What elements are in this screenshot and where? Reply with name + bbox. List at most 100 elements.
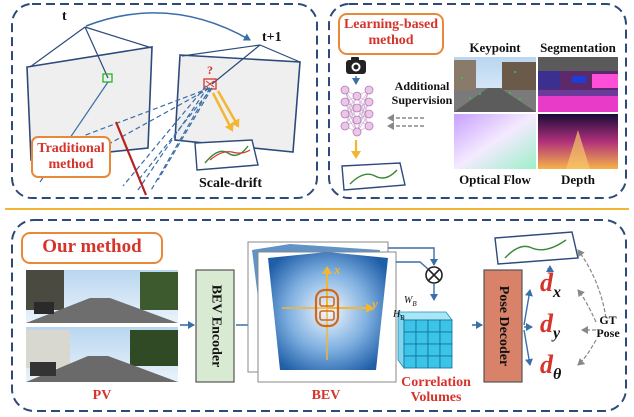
correlation-cell xyxy=(427,319,441,333)
segmentation-label: Segmentation xyxy=(540,40,616,55)
nn-node xyxy=(340,109,350,119)
our-method-label-box xyxy=(21,232,163,264)
keypoint-label: Keypoint xyxy=(469,40,521,55)
frame-t1 xyxy=(174,54,301,153)
nn-node xyxy=(364,121,374,131)
correlation-cell xyxy=(427,331,441,345)
correlation-cell xyxy=(439,319,453,333)
pv-image-1 xyxy=(26,270,178,323)
nn-node xyxy=(352,91,362,101)
scale-drift-label: Scale-drift xyxy=(199,176,262,191)
ours-panel xyxy=(11,219,627,412)
frame-t1-label: t+1 xyxy=(262,30,282,45)
wb-main: W xyxy=(404,295,413,306)
car-icon xyxy=(314,288,340,328)
nn-node xyxy=(364,97,374,107)
correlation-cell xyxy=(439,343,453,357)
dx-output: dx xyxy=(540,268,561,302)
correlation-cell xyxy=(427,355,441,369)
pose-decoder-label-wrap: Pose Decoder xyxy=(484,270,522,382)
correlation-cell xyxy=(415,355,429,369)
dx-main: d xyxy=(540,268,553,297)
traditional-title-line2: method xyxy=(48,157,94,172)
bev-encoder-block xyxy=(195,269,235,383)
pv-image-2 xyxy=(26,327,178,382)
neural-network-icon xyxy=(340,85,374,137)
learning-trajectory-card xyxy=(341,162,406,191)
query-mark: ? xyxy=(207,63,213,77)
correlation-cell xyxy=(415,343,429,357)
nn-node xyxy=(352,127,362,137)
scale-drift-card xyxy=(194,139,259,171)
correlation-cell xyxy=(403,319,417,333)
dtheta-output: dθ xyxy=(540,350,561,384)
camera-icon xyxy=(346,57,366,74)
bev-encoder-label-wrap: BEV Encoder xyxy=(196,270,234,382)
axis-y-label: y xyxy=(372,296,378,311)
dy-main: d xyxy=(540,309,553,338)
our-method-title: Our method xyxy=(42,236,142,257)
correlation-multiply-icon xyxy=(425,266,443,284)
optical-flow-image xyxy=(454,114,536,169)
traditional-panel xyxy=(11,3,318,199)
traditional-title: Traditional method xyxy=(32,141,110,173)
bev-feature-map xyxy=(247,241,397,383)
learning-title-line1: Learning-based xyxy=(343,17,439,32)
nn-node xyxy=(352,115,362,125)
traditional-title-line1: Traditional xyxy=(37,141,105,156)
axis-x-label: x xyxy=(334,262,341,277)
gt-line1: GT xyxy=(599,313,617,327)
optical-flow-label: Optical Flow xyxy=(459,172,531,187)
bev-encoder-label: BEV Encoder xyxy=(208,284,223,368)
hb-main: H xyxy=(393,309,401,320)
depth-label: Depth xyxy=(561,172,595,187)
correlation-cell xyxy=(439,355,453,369)
learning-title: Learning-based method xyxy=(339,17,443,49)
dy-output: dy xyxy=(540,309,560,343)
dtheta-sub: θ xyxy=(553,366,562,384)
bev-label: BEV xyxy=(311,388,341,403)
correlation-line1: Correlation xyxy=(401,375,471,390)
nn-node xyxy=(340,97,350,107)
traditional-label-box xyxy=(31,136,111,178)
gt-pose-label: GT Pose xyxy=(590,314,626,340)
gt-line2: Pose xyxy=(596,326,620,340)
keypoint-image xyxy=(454,57,536,112)
output-trajectory-card xyxy=(494,231,579,265)
hb-sub: B xyxy=(400,314,405,322)
supervision-label: Additional Supervision xyxy=(386,79,458,107)
depth-image xyxy=(538,114,618,169)
correlation-cube-top xyxy=(397,311,453,321)
correlation-cell xyxy=(415,319,429,333)
correlation-cell xyxy=(403,355,417,369)
hb-label: HB xyxy=(393,309,405,322)
wb-sub: B xyxy=(412,300,417,308)
dtheta-main: d xyxy=(540,350,553,379)
correlation-cell xyxy=(439,331,453,345)
wb-label: WB xyxy=(404,295,417,308)
correlation-cell xyxy=(415,331,429,345)
correlation-cell xyxy=(427,343,441,357)
correlation-cell xyxy=(403,343,417,357)
nn-node xyxy=(364,109,374,119)
pose-decoder-block xyxy=(483,269,523,383)
correlation-cell xyxy=(403,331,417,345)
pose-decoder-label: Pose Decoder xyxy=(496,285,511,367)
dx-sub: x xyxy=(553,284,561,302)
pv-label: PV xyxy=(92,388,112,403)
correlation-line2: Volumes xyxy=(410,390,462,405)
nn-node xyxy=(340,121,350,131)
supervision-line1: Additional xyxy=(394,79,450,93)
learning-panel xyxy=(328,3,627,199)
nn-node xyxy=(364,85,374,95)
supervision-line2: Supervision xyxy=(391,93,453,107)
learning-label-box xyxy=(338,13,444,55)
correlation-volume-grid xyxy=(397,310,453,370)
nn-node xyxy=(352,103,362,113)
depth-ambiguity-line xyxy=(114,121,148,196)
learning-title-line2: method xyxy=(368,33,414,48)
dy-sub: y xyxy=(553,325,561,343)
correlation-label: Correlation Volumes xyxy=(396,375,476,405)
frame-t-label: t xyxy=(62,9,67,24)
